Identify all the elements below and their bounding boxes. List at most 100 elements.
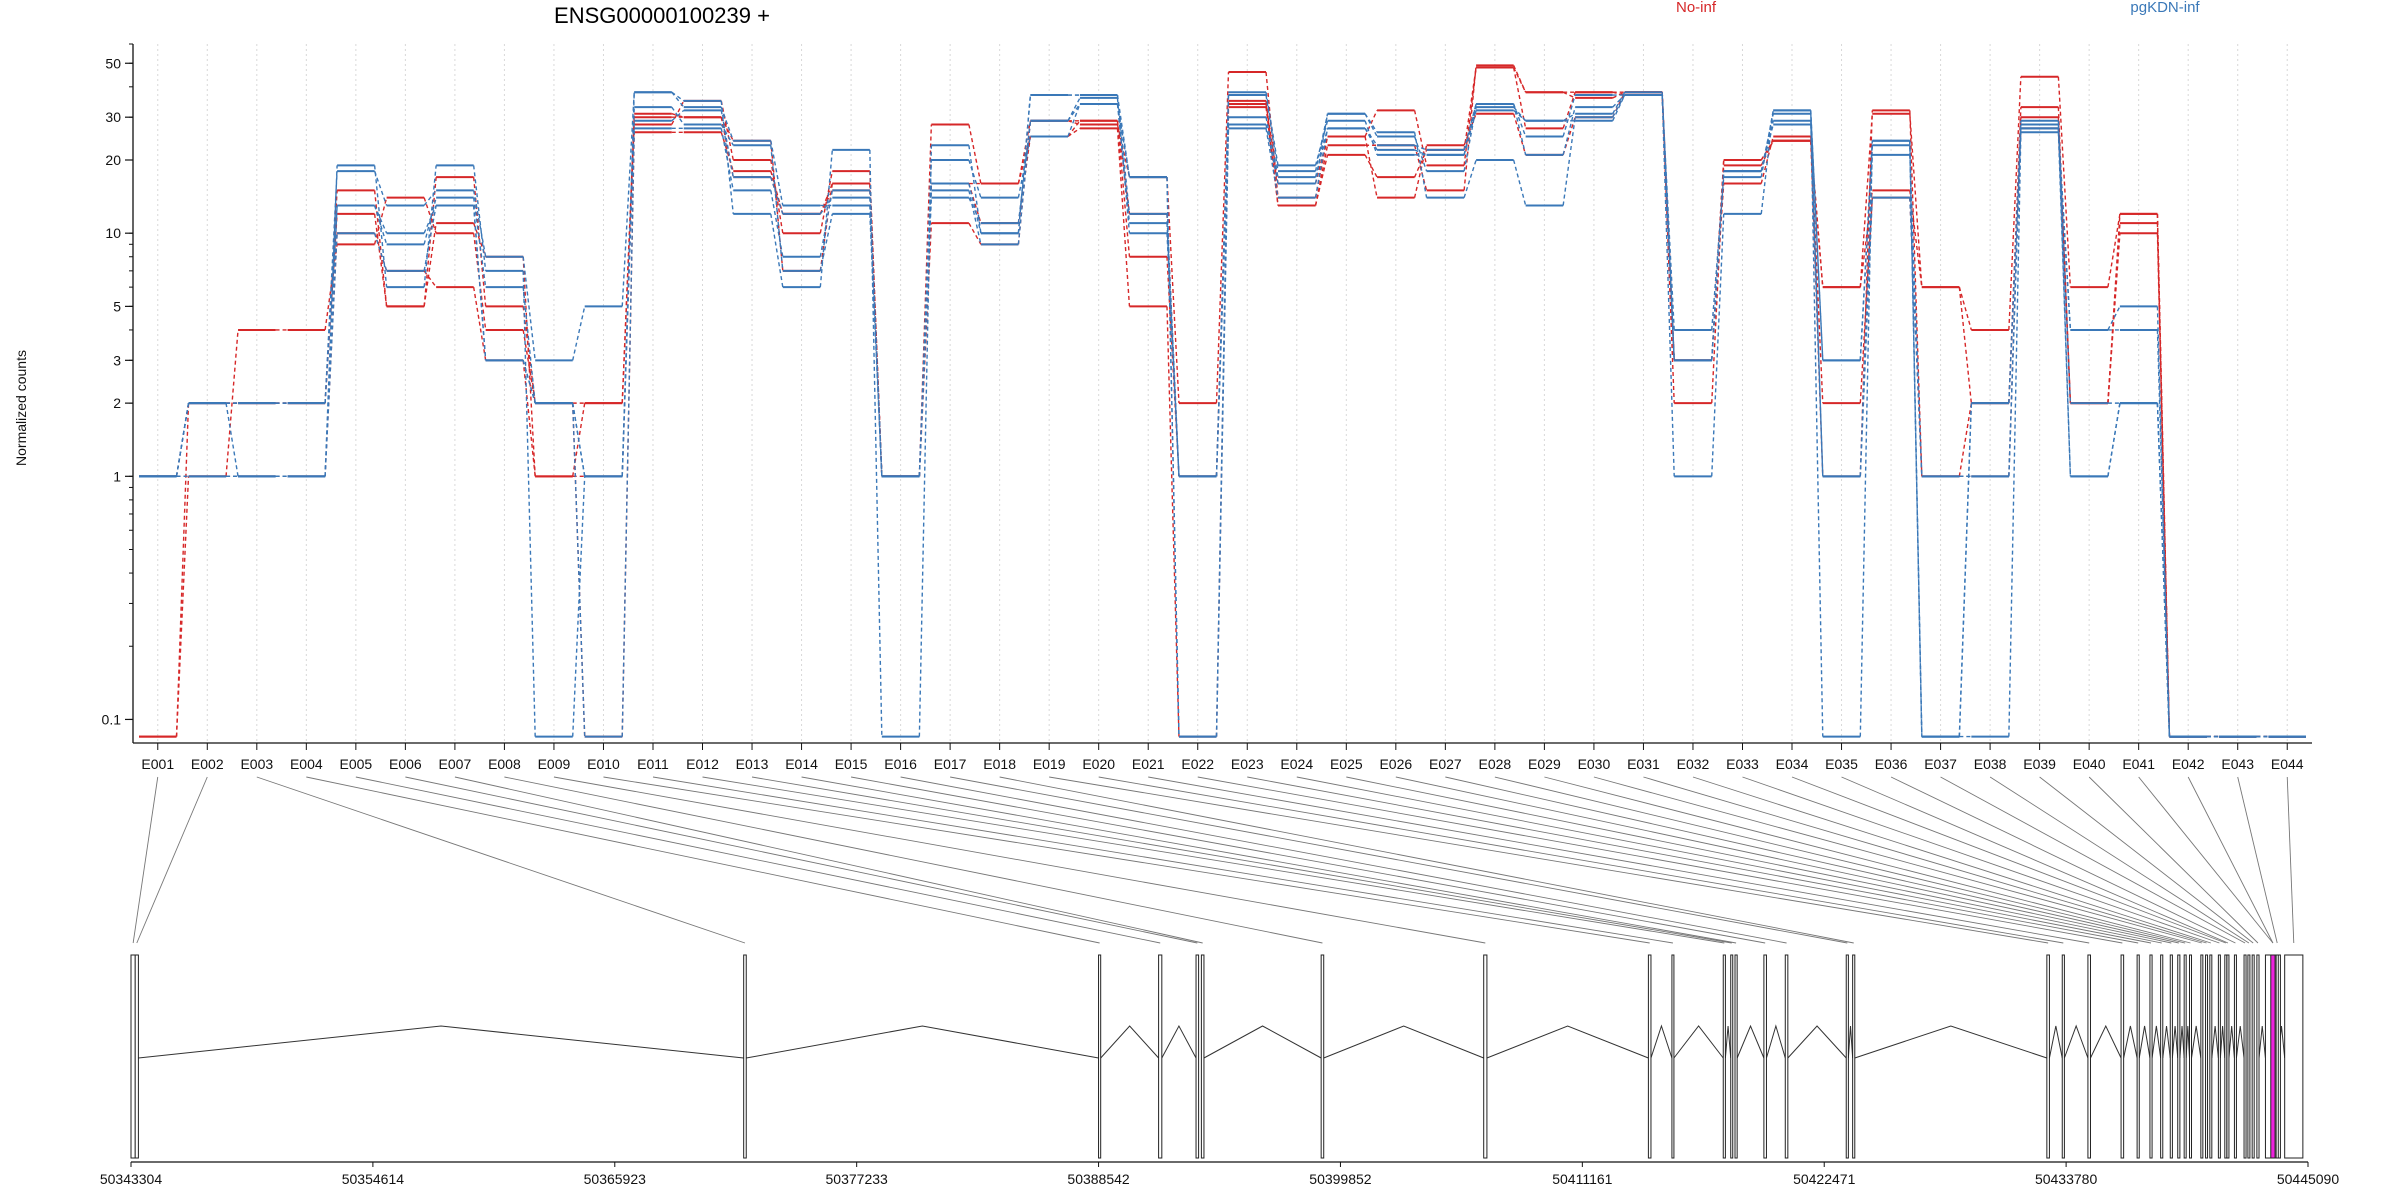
x-tick-label: E015 <box>835 756 868 772</box>
series-transition <box>2008 120 2022 404</box>
series-transition <box>1265 92 1279 166</box>
x-tick-label: E042 <box>2172 756 2205 772</box>
series-transition <box>1414 149 1427 156</box>
series-transition <box>1810 110 1824 737</box>
x-tick-label: E003 <box>240 756 273 772</box>
series-no-inf <box>139 66 2306 738</box>
exon-connector <box>504 776 1323 944</box>
series-transition <box>1215 72 1230 404</box>
exon-box <box>134 954 139 1159</box>
x-tick-label: E019 <box>1033 756 1066 772</box>
series-transition <box>2107 223 2121 404</box>
intron-line <box>2162 1025 2171 1059</box>
exon-box <box>2136 954 2140 1159</box>
x-tick-label: E028 <box>1479 756 1512 772</box>
series-transition <box>1512 103 1527 137</box>
series-transition <box>968 190 982 245</box>
exon-box <box>2183 954 2187 1159</box>
exon-connector <box>1346 776 2162 944</box>
intron-line <box>2063 1024 2089 1059</box>
intron-line <box>2151 1025 2162 1059</box>
exon-box <box>1320 954 1325 1159</box>
series-transition <box>819 170 834 234</box>
series-transition <box>472 165 487 271</box>
exon-connector <box>1940 776 2246 944</box>
exon-connector <box>1890 776 2236 944</box>
genome-coordinate-label: 50399852 <box>1309 1171 1372 1187</box>
exon-connector <box>553 776 1486 944</box>
series-transition <box>1067 103 1081 137</box>
exon-connector <box>1791 776 2226 944</box>
y-tick-label: 30 <box>105 109 121 125</box>
y-tick-label: 2 <box>113 395 121 411</box>
series-transition <box>621 92 635 307</box>
x-tick-label: E035 <box>1825 756 1858 772</box>
intron-line <box>1203 1025 1322 1059</box>
x-tick-label: E034 <box>1776 756 1809 772</box>
intron-line <box>1847 1025 1854 1059</box>
series-transition <box>2008 128 2022 477</box>
exon-box <box>2046 954 2050 1159</box>
exon-connector <box>1841 776 2229 944</box>
series-transition <box>1166 306 1180 737</box>
series-transition <box>1116 103 1131 178</box>
exon-box <box>2087 954 2091 1159</box>
x-tick-label: E043 <box>2221 756 2254 772</box>
x-tick-label: E004 <box>290 756 323 772</box>
series-transition <box>1413 110 1428 166</box>
series-transition <box>2057 128 2072 330</box>
series-transition <box>522 256 536 361</box>
series-transition <box>1364 120 1378 156</box>
series-transition <box>1414 144 1427 151</box>
x-tick-label: E002 <box>191 756 224 772</box>
series-pgkdn-inf <box>139 94 2306 738</box>
exon-box <box>1195 954 1200 1159</box>
x-tick-label: E014 <box>785 756 818 772</box>
y-tick-label: 50 <box>105 55 121 71</box>
intron-line <box>2048 1025 2063 1059</box>
x-tick-label: E029 <box>1528 756 1561 772</box>
genome-coordinate-label: 50377233 <box>826 1171 889 1187</box>
exon-box <box>2275 954 2279 1159</box>
series-transition <box>1859 190 1873 288</box>
series-transition <box>225 329 239 477</box>
intron-line <box>1854 1025 2048 1059</box>
exon-box <box>2226 954 2230 1159</box>
intron-line <box>1323 1025 1484 1059</box>
exon-connector <box>136 776 208 944</box>
series-transition <box>472 205 487 361</box>
exon-connector <box>2237 776 2278 944</box>
series-transition <box>1067 97 1081 122</box>
series-transition <box>572 306 586 361</box>
series-transition <box>770 190 784 257</box>
exon-connector <box>652 776 1673 944</box>
exon-connector <box>1197 776 2123 944</box>
series-transition <box>2107 306 2121 331</box>
exon-box <box>2270 954 2276 1159</box>
series-transition <box>1859 145 1873 361</box>
exon-connector <box>454 776 1203 944</box>
intron-line <box>2219 1025 2226 1059</box>
series-transition <box>1215 92 1230 737</box>
series-transition <box>869 213 883 477</box>
x-tick-label: E010 <box>587 756 620 772</box>
intron-line <box>2171 1025 2179 1059</box>
x-tick-label: E007 <box>439 756 472 772</box>
x-tick-label: E025 <box>1330 756 1363 772</box>
exon-box <box>2209 954 2213 1159</box>
series-transition <box>1364 113 1378 133</box>
intron-line <box>2090 1024 2122 1059</box>
exon-box <box>1763 954 1767 1159</box>
series-transition <box>2156 329 2171 737</box>
exon-box <box>1852 954 1856 1159</box>
series-transition <box>423 189 437 206</box>
exon-box <box>1098 954 1102 1159</box>
series-transition <box>819 149 834 288</box>
exon-box <box>2243 954 2247 1159</box>
series-transition <box>324 233 338 477</box>
series-transition <box>671 113 684 118</box>
exon-connector <box>2039 776 2254 944</box>
series-transition <box>621 124 635 404</box>
series-transition <box>1909 145 1923 737</box>
